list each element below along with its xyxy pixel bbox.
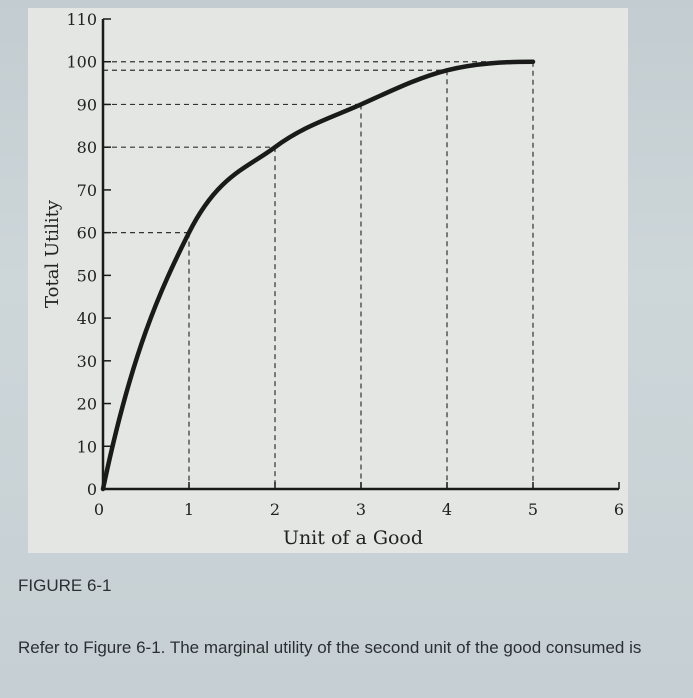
y-tick-label-110: 110 [66,10,97,29]
y-axis-title: Total Utility [42,199,63,308]
x-tick-label-0: 0 [94,500,104,519]
x-tick-label-3: 3 [356,500,366,519]
y-tick-label-50: 50 [77,266,97,285]
y-tick-label-40: 40 [77,309,97,328]
x-tick-label-1: 1 [184,500,194,519]
y-tick-label-30: 30 [77,352,97,371]
chart-panel: 0 10 20 30 40 50 60 70 80 90 100 110 0 1 2 3 4 5 6 Unit of … [28,8,628,553]
y-tick-label-100: 100 [66,53,97,72]
question-text: Refer to Figure 6-1. The marginal utilit… [18,638,642,657]
x-tick-label-4: 4 [442,500,452,519]
figure-caption: FIGURE 6-1 [18,576,112,595]
x-tick-label-6: 6 [614,500,624,519]
x-axis-title: Unit of a Good [283,527,423,549]
y-tick-label-60: 60 [77,224,97,243]
y-tick-label-10: 10 [77,437,97,456]
y-tick-label-90: 90 [77,95,97,114]
total-utility-curve [100,59,536,492]
x-tick-label-2: 2 [270,500,280,519]
x-tick-label-5: 5 [528,500,538,519]
y-tick-label-80: 80 [77,138,97,157]
total-utility-chart: 0 10 20 30 40 50 60 70 80 90 100 110 0 1 2 3 4 5 6 Unit of … [42,10,624,549]
y-tick-label-70: 70 [77,181,97,200]
y-tick-label-0: 0 [87,480,97,499]
y-tick-label-20: 20 [77,395,97,414]
